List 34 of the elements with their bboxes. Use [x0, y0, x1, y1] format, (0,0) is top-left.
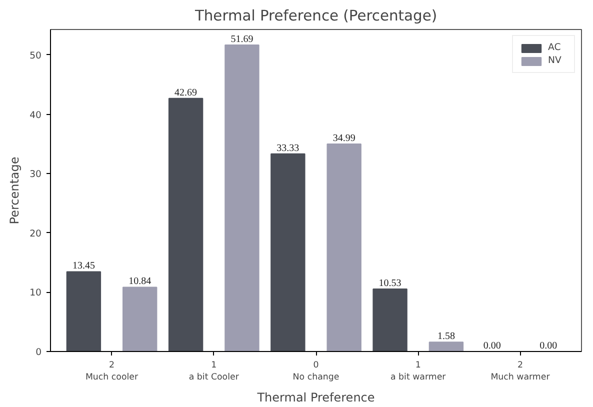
- bar: [372, 288, 408, 352]
- data-label: 1.58: [437, 331, 455, 342]
- data-label: 0.00: [540, 340, 558, 352]
- data-label: 0.00: [483, 340, 501, 352]
- bar: [168, 98, 204, 352]
- data-label: 33.33: [276, 142, 300, 154]
- y-tick-label: 20: [30, 228, 42, 240]
- data-label: 42.69: [174, 87, 198, 98]
- x-tick-label: 1 a bit warmer: [390, 360, 446, 382]
- data-label: 51.69: [230, 34, 254, 45]
- y-tick-label: 0: [36, 347, 42, 358]
- bar: [326, 144, 362, 352]
- x-tick-label: 2 Much cooler: [85, 360, 139, 382]
- bar: [224, 44, 260, 352]
- data-label: 10.84: [128, 276, 152, 288]
- x-tick-label: 0 No change: [292, 360, 340, 382]
- bar: [66, 271, 102, 352]
- x-axis-title: Thermal Preference: [256, 390, 375, 404]
- y-tick-label: 10: [30, 288, 42, 299]
- data-label: 13.45: [72, 260, 95, 272]
- x-tick-label: 1 a bit Cooler: [188, 360, 240, 382]
- data-label: 10.53: [378, 278, 402, 290]
- bar: [428, 342, 464, 352]
- legend-label: NV: [548, 55, 562, 66]
- bar: [122, 286, 158, 352]
- x-tick-label: 2 Much warmer: [490, 360, 550, 382]
- y-axis-title: Percentage: [8, 156, 22, 224]
- legend-label: AC: [548, 42, 562, 53]
- y-tick-label: 50: [30, 50, 42, 62]
- bar: [270, 153, 306, 352]
- y-tick-label: 30: [30, 169, 42, 180]
- data-label: 34.99: [332, 133, 356, 144]
- y-tick-label: 40: [30, 110, 42, 121]
- chart-title: Thermal Preference (Percentage): [194, 8, 438, 24]
